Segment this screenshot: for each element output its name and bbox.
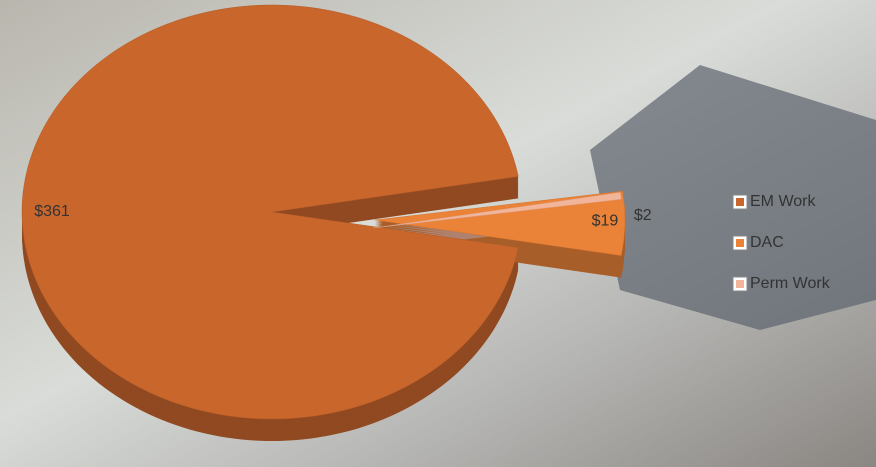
chart: $361 $19 $2 EM Work DAC Perm Work (0, 0, 876, 467)
data-label: $361 (34, 203, 70, 220)
legend-label: Perm Work (750, 275, 831, 292)
legend-label: EM Work (750, 193, 816, 210)
page: {"chart_data": {"type": "pie", "categori… (0, 0, 876, 467)
legend-swatch (736, 280, 744, 288)
data-label: $19 (592, 213, 619, 230)
legend-swatch (736, 198, 744, 206)
legend-swatch (736, 239, 744, 247)
legend-label: DAC (750, 234, 784, 251)
data-label: $2 (634, 207, 652, 224)
